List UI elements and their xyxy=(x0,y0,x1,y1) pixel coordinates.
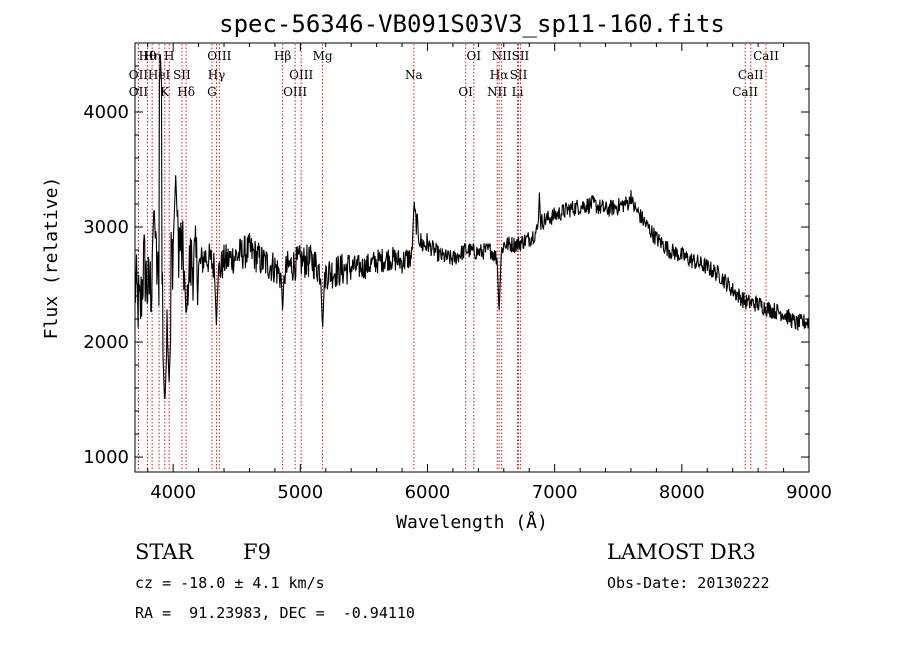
line-marker-label: SII xyxy=(510,68,528,82)
series-layer xyxy=(134,54,810,399)
coordinates-text: RA = 91.23983, DEC = -0.94110 xyxy=(135,604,415,622)
x-tick-label: 6000 xyxy=(405,482,451,503)
y-tick-label: 1000 xyxy=(83,447,129,468)
line-marker-label: SII xyxy=(173,68,191,82)
object-subclass: F9 xyxy=(243,540,271,564)
line-marker-label: OII xyxy=(129,85,149,99)
x-tick-label: 5000 xyxy=(277,482,323,503)
line-marker-label: K xyxy=(160,85,170,99)
object-class: STAR xyxy=(135,540,194,564)
line-marker-label: Na xyxy=(405,68,423,82)
line-marker-label: CaII xyxy=(753,49,779,63)
line-marker-label: Hα xyxy=(490,68,509,82)
obs-date-text: Obs-Date: 20130222 xyxy=(607,574,770,592)
line-marker-label: Mg xyxy=(313,49,333,63)
line-marker-label: OI xyxy=(458,85,473,99)
line-marker-label: Li xyxy=(512,85,524,99)
line-marker-label: OII xyxy=(129,68,149,82)
line-marker-label: SII xyxy=(512,49,530,63)
line-marker-label: G xyxy=(207,85,217,99)
y-tick-label: 2000 xyxy=(83,332,129,353)
flux-series-line xyxy=(134,54,810,399)
line-marker-label: Hβ xyxy=(274,49,291,63)
y-tick-label: 4000 xyxy=(83,102,129,123)
line-marker-label: NII xyxy=(492,49,512,63)
line-marker-label: OIII xyxy=(207,49,231,63)
x-tick-label: 4000 xyxy=(150,482,196,503)
x-tick-label: 9000 xyxy=(786,482,832,503)
line-marker-label: OI xyxy=(466,49,481,63)
chart-title: spec-56346-VB091S03V3_sp11-160.fits xyxy=(219,10,725,38)
line-marker-label: Hγ xyxy=(208,68,226,82)
y-axis-label: Flux (relative) xyxy=(41,177,62,340)
line-marker-label: CaII xyxy=(738,68,764,82)
y-tick-label: 3000 xyxy=(83,217,129,238)
x-tick-label: 8000 xyxy=(659,482,705,503)
line-marker-label: CaII xyxy=(732,85,758,99)
plot-frame xyxy=(134,42,810,473)
line-marker-label: Hη xyxy=(143,49,161,63)
x-axis-label: Wavelength (Å) xyxy=(396,511,548,533)
line-marker-label: OIII xyxy=(283,85,307,99)
line-marker-label: Hδ xyxy=(177,85,195,99)
x-tick-label: 7000 xyxy=(532,482,578,503)
axis-ticks: 4000 5000 6000 7000 8000 9000 1000 2000 3000 4000 xyxy=(83,42,832,503)
line-marker-label: NII xyxy=(487,85,507,99)
redshift-text: cz = -18.0 ± 4.1 km/s xyxy=(135,574,325,592)
line-marker-label: H xyxy=(164,49,174,63)
line-marker-label: OIII xyxy=(289,68,313,82)
survey-label: LAMOST DR3 xyxy=(607,540,756,564)
